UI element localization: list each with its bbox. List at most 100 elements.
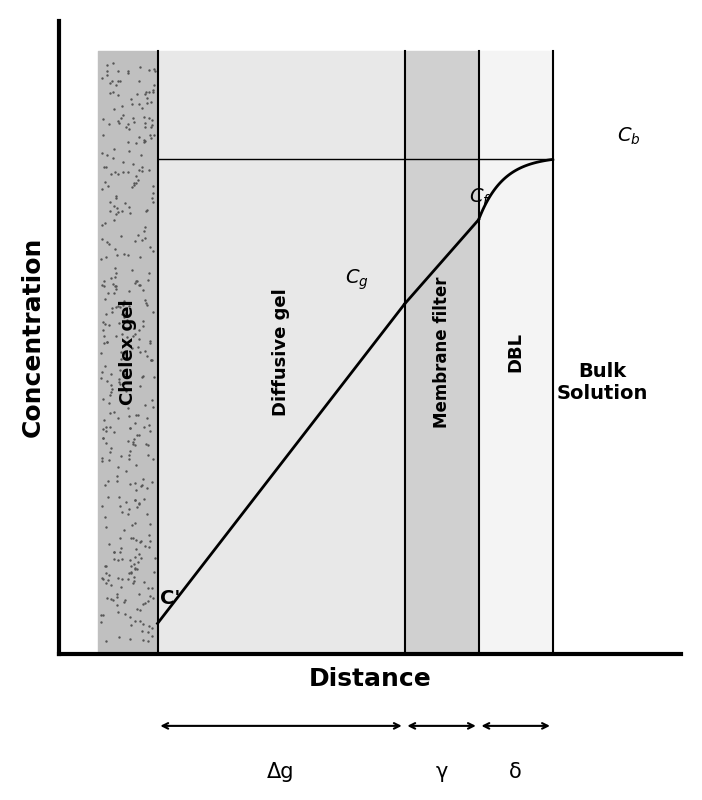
Point <box>146 630 157 642</box>
Point <box>99 217 110 230</box>
Point <box>118 166 129 178</box>
Point <box>106 383 117 396</box>
Point <box>108 200 119 213</box>
Point <box>102 490 114 503</box>
Point <box>124 284 135 297</box>
Point <box>95 372 107 385</box>
Point <box>123 122 134 135</box>
Y-axis label: Concentration: Concentration <box>21 237 45 438</box>
Point <box>119 596 130 609</box>
Point <box>141 507 152 520</box>
Point <box>144 535 155 548</box>
Point <box>136 102 147 114</box>
Point <box>112 206 124 218</box>
Point <box>139 231 150 244</box>
Point <box>125 206 136 219</box>
Point <box>147 83 159 96</box>
Point <box>105 592 117 605</box>
Point <box>124 611 135 624</box>
Point <box>105 272 117 285</box>
Point <box>98 330 109 342</box>
Point <box>119 197 130 210</box>
Point <box>98 113 109 126</box>
Point <box>112 299 124 312</box>
Point <box>138 284 149 297</box>
Point <box>144 111 155 124</box>
Point <box>110 208 121 221</box>
Point <box>145 96 157 109</box>
Point <box>114 499 126 512</box>
Point <box>122 118 133 130</box>
Point <box>100 293 111 306</box>
Point <box>148 62 159 75</box>
Point <box>147 180 159 193</box>
Point <box>135 479 147 492</box>
Point <box>124 145 135 158</box>
Point <box>122 434 133 447</box>
Point <box>122 573 133 586</box>
Point <box>126 531 137 544</box>
Point <box>129 517 140 530</box>
Point <box>99 318 110 330</box>
Point <box>133 324 144 337</box>
Point <box>106 367 117 380</box>
Point <box>126 263 138 276</box>
Point <box>137 473 148 486</box>
Point <box>99 560 110 573</box>
Point <box>135 535 146 548</box>
Point <box>100 425 112 438</box>
Text: C': C' <box>160 590 180 608</box>
Point <box>149 78 160 91</box>
Point <box>149 551 160 564</box>
Point <box>105 167 117 180</box>
Point <box>123 166 134 178</box>
Point <box>98 337 109 350</box>
Point <box>147 195 159 208</box>
Point <box>124 444 135 457</box>
Point <box>130 562 141 574</box>
Point <box>117 298 128 311</box>
Point <box>140 220 151 233</box>
Point <box>109 287 120 300</box>
Point <box>115 581 126 594</box>
Point <box>117 204 128 217</box>
Point <box>108 103 119 116</box>
Point <box>114 532 126 545</box>
Point <box>120 607 131 620</box>
Point <box>133 555 144 568</box>
Point <box>147 401 159 414</box>
Point <box>107 302 118 314</box>
Point <box>102 58 113 71</box>
Point <box>130 459 141 472</box>
Point <box>112 412 124 425</box>
Point <box>127 330 138 342</box>
Point <box>114 373 125 386</box>
Point <box>117 573 128 586</box>
Point <box>145 337 156 350</box>
Point <box>124 633 135 646</box>
Point <box>98 128 109 141</box>
Point <box>95 608 107 621</box>
Point <box>133 498 144 510</box>
Point <box>143 86 154 98</box>
Point <box>139 135 150 148</box>
Point <box>142 412 153 425</box>
Point <box>110 262 121 274</box>
Point <box>133 497 145 510</box>
Point <box>131 501 143 514</box>
Point <box>128 576 139 589</box>
Point <box>114 545 126 558</box>
Point <box>117 506 128 518</box>
Point <box>98 414 110 426</box>
Point <box>128 158 139 171</box>
Point <box>104 238 115 250</box>
Point <box>105 196 116 209</box>
Point <box>101 149 112 162</box>
Point <box>114 300 126 313</box>
Point <box>127 438 138 450</box>
Point <box>124 422 135 435</box>
Point <box>107 151 119 164</box>
Point <box>130 484 141 497</box>
Point <box>129 234 140 247</box>
Point <box>96 499 107 512</box>
